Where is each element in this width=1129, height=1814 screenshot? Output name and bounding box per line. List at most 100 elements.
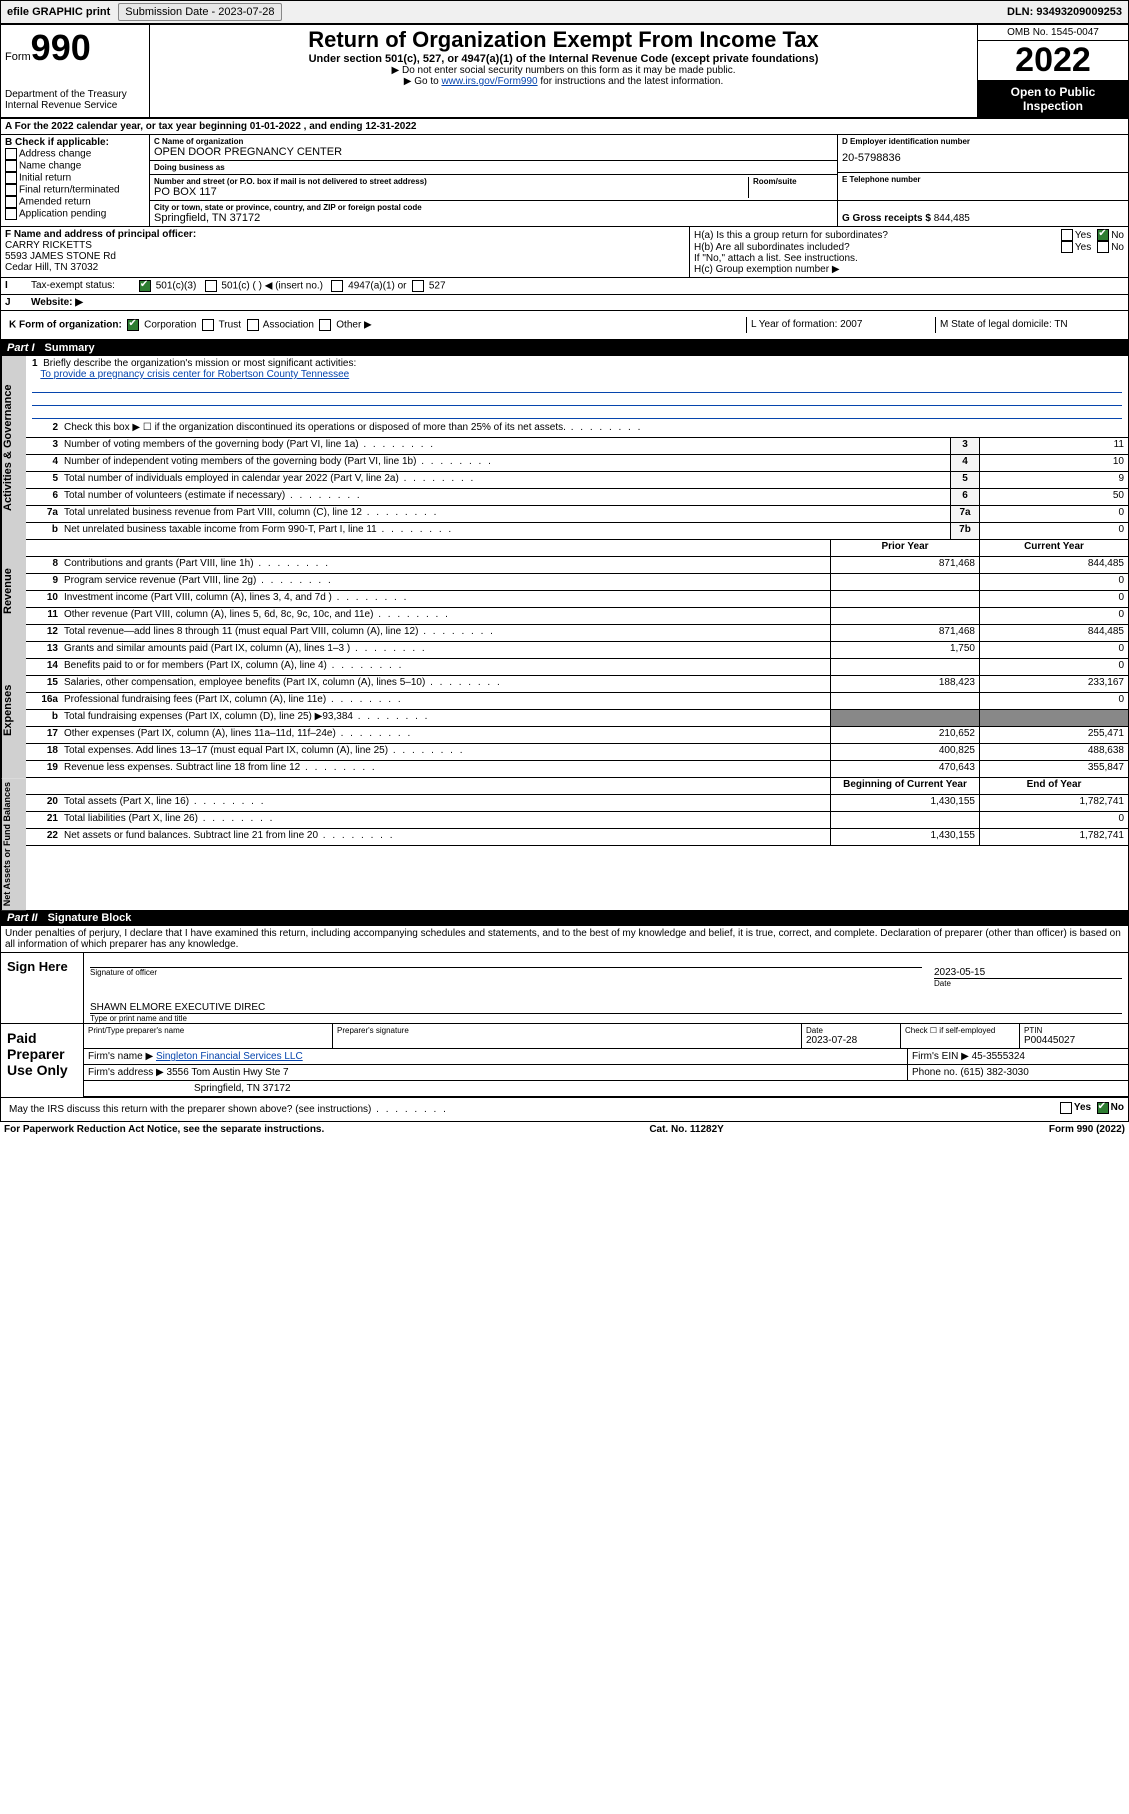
preparer-date-label: Date [806,1026,896,1035]
officer-name-label: Type or print name and title [84,1014,1128,1023]
form-header: Form990 Department of the Treasury Inter… [1,25,1128,119]
summary-line-5: 5Total number of individuals employed in… [26,472,1128,489]
firm-phone: (615) 382-3030 [960,1067,1028,1078]
part-2-label: Part II [7,912,38,924]
discuss-yes-cb[interactable] [1060,1102,1072,1114]
vtab-net-assets: Net Assets or Fund Balances [1,778,26,910]
summary-line-7a: 7aTotal unrelated business revenue from … [26,506,1128,523]
gross-value: 844,485 [934,213,970,224]
vtab-governance: Activities & Governance [1,356,26,540]
cb-527[interactable] [412,280,424,292]
summary-line-10: 10Investment income (Part VIII, column (… [26,591,1128,608]
form-subtitle-1: Under section 501(c), 527, or 4947(a)(1)… [154,53,973,65]
form-number: 990 [31,27,91,68]
open-inspection-badge: Open to Public Inspection [978,81,1128,117]
summary-line-b: bTotal fundraising expenses (Part IX, co… [26,710,1128,727]
cb-final-return[interactable]: Final return/terminated [5,184,145,196]
part-1-header: Part I Summary [1,340,1128,356]
header-middle: Return of Organization Exempt From Incom… [150,25,977,117]
officer-addr2: Cedar Hill, TN 37032 [5,262,685,273]
cb-501c3[interactable] [139,280,151,292]
vtab-expenses: Expenses [1,642,26,778]
paid-preparer-label: Paid Preparer Use Only [1,1024,84,1097]
city-value: Springfield, TN 37172 [154,212,833,224]
col-d-ein: D Employer identification number 20-5798… [837,135,1128,226]
cb-amended-return[interactable]: Amended return [5,196,145,208]
section-net-assets: Net Assets or Fund Balances Beginning of… [1,778,1128,910]
part-1-label: Part I [7,342,35,354]
room-label: Room/suite [753,177,833,186]
hb-label: H(b) Are all subordinates included? [694,242,1061,253]
summary-line-8: 8Contributions and grants (Part VIII, li… [26,557,1128,574]
tel-label: E Telephone number [842,175,1124,184]
row-i-tax-status: I Tax-exempt status: 501(c)(3) 501(c) ( … [1,278,1128,295]
col-b-checkboxes: B Check if applicable: Address change Na… [1,135,150,226]
cb-initial-return[interactable]: Initial return [5,172,145,184]
cb-name-change[interactable]: Name change [5,160,145,172]
summary-line-9: 9Program service revenue (Part VIII, lin… [26,574,1128,591]
ha-no-cb[interactable] [1097,229,1109,241]
col-header-prior-current: Prior Year Current Year [26,540,1128,557]
form-title: Return of Organization Exempt From Incom… [154,27,973,53]
hc-label: H(c) Group exemption number ▶ [694,264,1124,275]
ein-label: D Employer identification number [842,137,1124,146]
org-name: OPEN DOOR PREGNANCY CENTER [154,146,833,158]
website-value [87,295,1128,310]
firm-addr2: Springfield, TN 37172 [84,1081,1128,1096]
summary-line-17: 17Other expenses (Part IX, column (A), l… [26,727,1128,744]
summary-line-21: 21Total liabilities (Part X, line 26)0 [26,812,1128,829]
sign-date-value: 2023-05-15 [934,955,1122,979]
row-j-website: J Website: ▶ [1,295,1128,311]
paperwork-notice: For Paperwork Reduction Act Notice, see … [4,1124,324,1135]
cb-trust[interactable] [202,319,214,331]
firm-ein: 45-3555324 [972,1051,1025,1062]
form-container: Form990 Department of the Treasury Inter… [0,24,1129,1122]
form-prefix: Form [5,51,31,63]
summary-line-11: 11Other revenue (Part VIII, column (A), … [26,608,1128,625]
sign-here-label: Sign Here [1,953,84,1023]
col-c-org-info: C Name of organization OPEN DOOR PREGNAN… [150,135,837,226]
officer-addr1: 5593 JAMES STONE Rd [5,251,685,262]
form-org-label: K Form of organization: [9,320,122,331]
cb-address-change[interactable]: Address change [5,148,145,160]
summary-line-19: 19Revenue less expenses. Subtract line 1… [26,761,1128,778]
preparer-date: 2023-07-28 [806,1035,857,1046]
dept-label: Department of the Treasury [5,89,145,100]
dln-label: DLN: 93493209009253 [1001,4,1128,20]
preparer-sig-label: Preparer's signature [337,1026,797,1035]
top-toolbar: efile GRAPHIC print Submission Date - 20… [0,0,1129,24]
firm-ein-label: Firm's EIN ▶ [912,1051,969,1062]
sign-date-label: Date [928,979,1128,988]
cb-501c[interactable] [205,280,217,292]
officer-signature-line[interactable] [90,955,922,968]
mission-text-link[interactable]: To provide a pregnancy crisis center for… [40,369,349,380]
signature-block: Under penalties of perjury, I declare th… [1,926,1128,1121]
header-left: Form990 Department of the Treasury Inter… [1,25,150,117]
form-ref: Form 990 (2022) [1049,1124,1125,1135]
city-label: City or town, state or province, country… [154,203,833,212]
tel-value [842,184,1124,198]
submission-date-button[interactable]: Submission Date - 2023-07-28 [118,3,281,21]
instructions-link[interactable]: www.irs.gov/Form990 [441,76,537,87]
line-1-mission: 1 Briefly describe the organization's mi… [26,356,1128,421]
cb-association[interactable] [247,319,259,331]
cb-other[interactable] [319,319,331,331]
officer-name-value: SHAWN ELMORE EXECUTIVE DIREC [90,990,1122,1014]
summary-line-b: bNet unrelated business taxable income f… [26,523,1128,540]
ein-value: 20-5798836 [842,146,1124,170]
summary-line-6: 6Total number of volunteers (estimate if… [26,489,1128,506]
tax-status-label: Tax-exempt status: [27,278,119,294]
summary-line-12: 12Total revenue—add lines 8 through 11 (… [26,625,1128,642]
firm-name-link[interactable]: Singleton Financial Services LLC [156,1051,303,1062]
self-employed-cb[interactable]: Check ☐ if self-employed [901,1024,1020,1048]
cb-corporation[interactable] [127,319,139,331]
cb-application-pending[interactable]: Application pending [5,208,145,220]
part-1-title: Summary [45,342,95,354]
hb-no-cb[interactable] [1097,241,1109,253]
addr-value: PO BOX 117 [154,186,748,198]
discuss-no-cb[interactable] [1097,1102,1109,1114]
ha-yes-cb[interactable] [1061,229,1073,241]
section-governance: Activities & Governance 1 Briefly descri… [1,356,1128,540]
cb-4947[interactable] [331,280,343,292]
hb-yes-cb[interactable] [1061,241,1073,253]
